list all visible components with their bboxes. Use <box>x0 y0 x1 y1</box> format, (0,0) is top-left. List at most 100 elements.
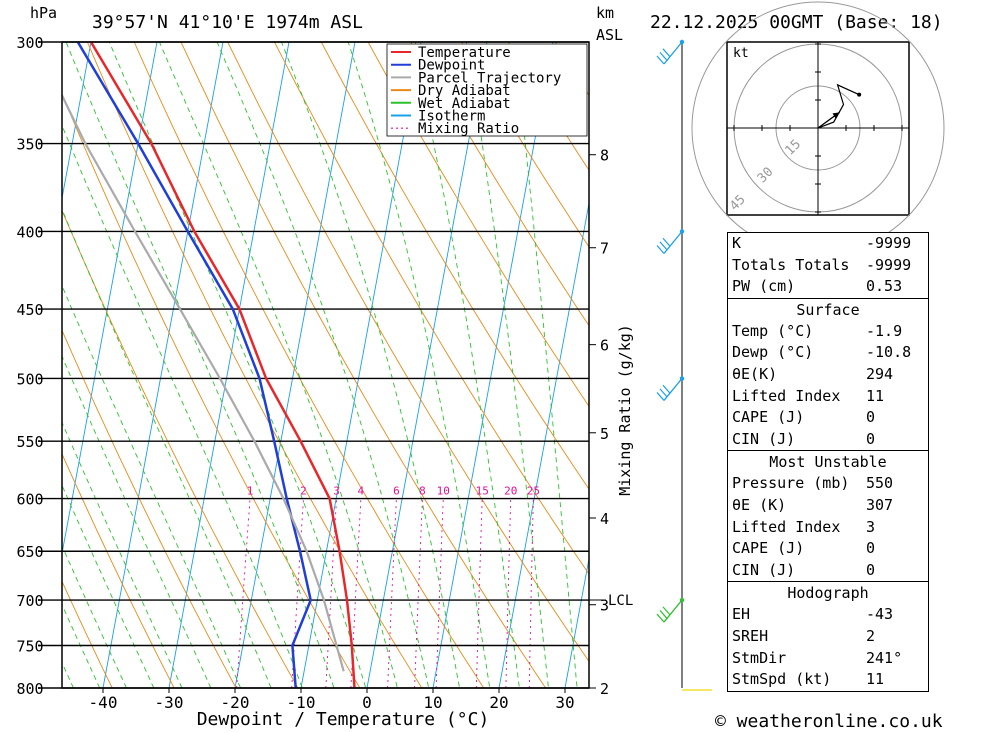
surface-row: CIN (J) 0 <box>728 429 928 451</box>
datetime-title: 22.12.2025 00GMT (Base: 18) <box>650 12 943 33</box>
copyright: © weatheronline.co.uk <box>715 711 943 732</box>
wet-adiabat-line <box>513 42 578 688</box>
mixing-ratio-line <box>414 498 423 688</box>
surface-value: -10.8 <box>866 343 912 362</box>
surface-label: θE(K) <box>732 364 778 383</box>
isotherm-line <box>168 42 290 688</box>
mixing-ratio-label: 2 <box>300 485 307 498</box>
index-value: -9999 <box>866 255 912 274</box>
mixing-ratio-line <box>435 498 444 688</box>
hodograph-index-row: EH -43 <box>728 604 928 626</box>
most-unstable-value: 0 <box>866 560 876 579</box>
most-unstable-row: θE (K) 307 <box>728 495 928 517</box>
hodograph-unit: kt <box>733 46 749 61</box>
isotherm-line <box>62 42 92 201</box>
legend-label: Mixing Ratio <box>418 121 519 137</box>
index-value: 0.53 <box>866 277 903 296</box>
most-unstable-value: 3 <box>866 517 876 536</box>
wet-adiabat-line <box>62 124 303 688</box>
hodograph-index-label: StmSpd (kt) <box>732 670 832 689</box>
mixing-ratio-label: 3 <box>333 485 340 498</box>
surface-row: CAPE (J) 0 <box>728 407 928 429</box>
km-unit: km <box>596 4 614 22</box>
most-unstable-header: Most Unstable <box>769 453 887 472</box>
km-tick-label: 4 <box>600 510 609 528</box>
surface-label: Dewp (°C) <box>732 343 814 362</box>
surface-value: 0 <box>866 429 876 448</box>
index-row: PW (cm) 0.53 <box>728 276 928 298</box>
surface-value: 0 <box>866 408 876 427</box>
wind-barb-flag <box>656 245 665 254</box>
hodograph-index-value: -43 <box>866 605 894 624</box>
km-tick-label: 2 <box>600 680 609 698</box>
mixing-ratio-label: 8 <box>419 485 426 498</box>
hodograph-index-value: 241° <box>866 648 903 667</box>
km-tick-label: 7 <box>600 240 609 258</box>
pressure-tick-label: 600 <box>16 491 43 509</box>
legend-label: Temperature <box>418 45 511 61</box>
x-tick-label: 0 <box>362 693 372 712</box>
wind-barb-flag <box>656 392 665 401</box>
x-tick-label: -10 <box>287 693 316 712</box>
dry-adiabat-line <box>320 42 589 490</box>
x-tick-label: 30 <box>555 693 574 712</box>
wet-adiabat-line <box>62 484 155 688</box>
wind-barb-flag <box>659 241 668 251</box>
hodograph-index-row: StmDir 241° <box>728 648 928 670</box>
wet-adiabat-line <box>108 42 367 688</box>
isotherm-line <box>102 42 224 688</box>
most-unstable-label: CAPE (J) <box>732 539 805 558</box>
index-label: Totals Totals <box>732 255 850 274</box>
wind-barb-flag <box>656 613 665 623</box>
hodograph-index-label: EH <box>732 605 751 624</box>
wet-adiabat-line <box>465 42 549 688</box>
mixing-ratio-label: 4 <box>358 485 365 498</box>
dry-adiabat-line <box>227 42 589 663</box>
pressure-tick-label: 300 <box>16 34 43 52</box>
most-unstable-row: CIN (J) 0 <box>728 560 928 582</box>
km-tick-label: 6 <box>600 337 609 355</box>
isotherm-line <box>300 42 422 688</box>
x-tick-label: -40 <box>89 693 118 712</box>
index-value: -9999 <box>866 234 912 252</box>
dewpoint-profile <box>76 42 313 688</box>
wet-adiabat-line <box>410 42 520 688</box>
dry-adiabat-line <box>367 42 589 408</box>
pressure-tick-label: 400 <box>16 223 43 241</box>
mixing-ratio-label: 25 <box>527 485 540 498</box>
mixing-ratio-label: 15 <box>476 485 489 498</box>
wind-barb-flag <box>662 384 671 394</box>
mixing-ratio-line <box>236 498 251 688</box>
mixing-ratio-line <box>528 498 534 688</box>
wind-barb-flag <box>659 610 668 619</box>
wet-adiabat-line <box>62 544 127 688</box>
wet-adiabat-line <box>62 208 272 688</box>
hpa-unit: hPa <box>30 4 57 22</box>
km-tick-label: 5 <box>600 425 609 443</box>
pressure-tick-label: 650 <box>16 543 43 561</box>
surface-value: 11 <box>866 386 885 405</box>
most-unstable-label: CIN (J) <box>732 560 796 579</box>
wind-barb-flag <box>662 606 671 616</box>
wet-adiabat-line <box>347 42 491 688</box>
surface-value: -1.9 <box>866 321 903 340</box>
isotherm-line <box>366 42 488 688</box>
indices-table: K -9999 Totals Totals -9999 PW (cm) 0.53 Surf… <box>727 232 929 692</box>
surface-label: CAPE (J) <box>732 408 805 427</box>
dry-adiabat-line <box>414 42 589 327</box>
surface-row: Dewp (°C) -10.8 <box>728 342 928 364</box>
isotherm-line <box>564 556 589 688</box>
isotherm-line <box>498 201 589 688</box>
mixing-ratio-line <box>387 498 397 688</box>
hodograph-index-row: SREH 2 <box>728 626 928 648</box>
surface-row: θE(K) 294 <box>728 364 928 386</box>
km-tick-label: 8 <box>600 147 609 165</box>
pressure-tick-label: 500 <box>16 370 43 388</box>
hodograph-header: Hodograph <box>787 584 869 603</box>
dry-adiabat-line <box>62 452 175 688</box>
dry-adiabat-line <box>62 580 113 688</box>
most-unstable-value: 0 <box>866 539 876 558</box>
isotherm-line <box>62 42 158 556</box>
most-unstable-label: θE (K) <box>732 495 787 514</box>
